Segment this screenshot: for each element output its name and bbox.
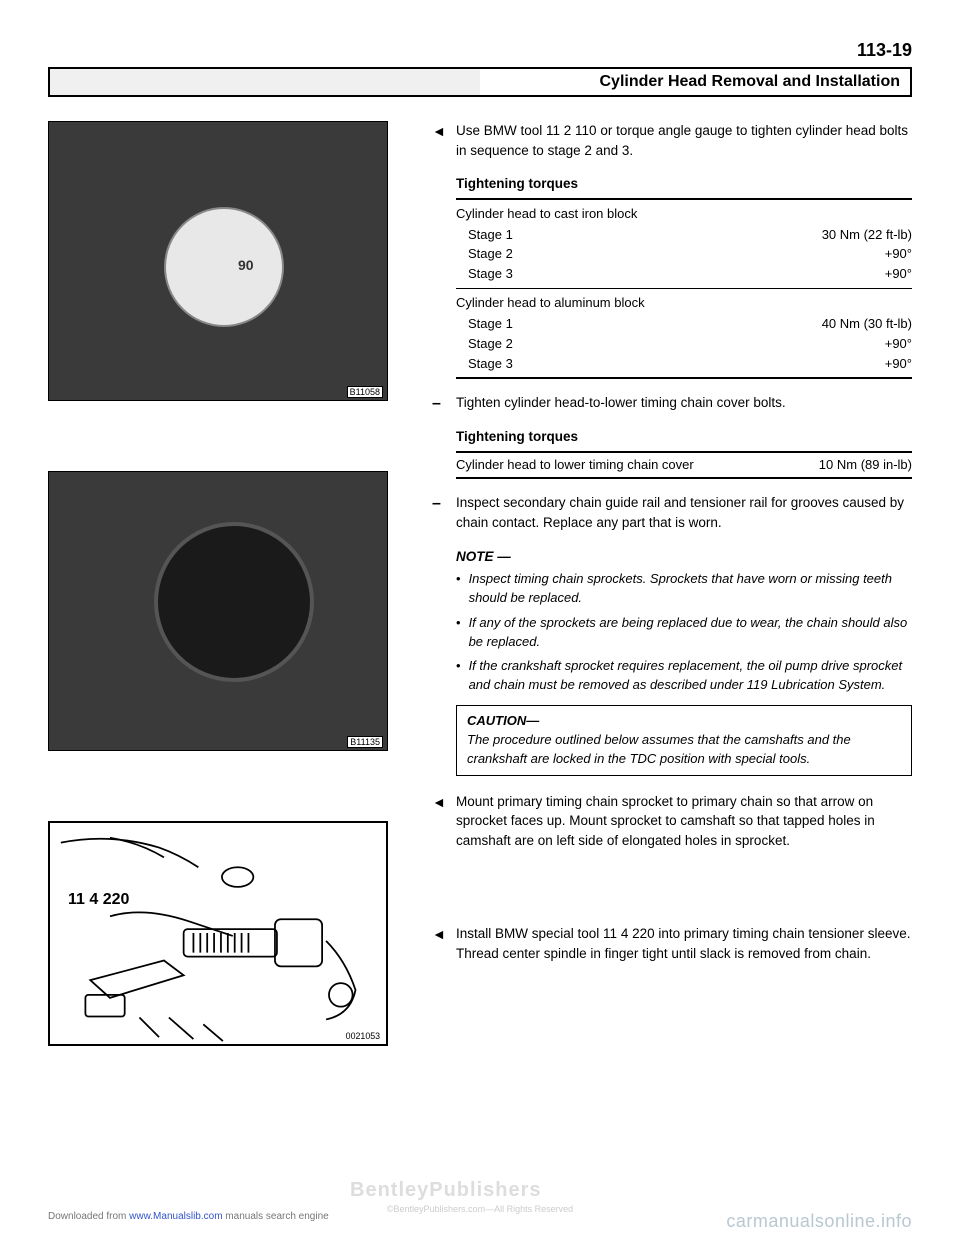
arrow-marker-icon <box>432 792 448 810</box>
torque-table: Cylinder head to cast iron block Stage 1… <box>456 198 912 380</box>
note-item: •If any of the sprockets are being repla… <box>456 614 912 652</box>
publisher-ghost-text: BentleyPublishers <box>350 1179 542 1202</box>
footer-text: Downloaded from <box>48 1211 129 1222</box>
source-link[interactable]: www.Manualslib.com <box>129 1211 222 1222</box>
note-list: •Inspect timing chain sprockets. Sprocke… <box>456 570 912 695</box>
torque-table: Cylinder head to lower timing chain cove… <box>456 451 912 480</box>
photo-torque-gauge: B11058 <box>48 121 388 401</box>
step-text: Mount primary timing chain sprocket to p… <box>456 792 912 851</box>
torque-group: Cylinder head to aluminum block Stage 1 4… <box>456 288 912 377</box>
torque-label: Stage 1 <box>468 315 513 334</box>
torque-row: Stage 1 30 Nm (22 ft-lb) <box>456 226 912 246</box>
torque-row: Cylinder head to lower timing chain cove… <box>456 453 912 478</box>
torque-label: Stage 2 <box>468 245 513 264</box>
text-column: Use BMW tool 11 2 110 or torque angle ga… <box>432 121 912 1046</box>
arrow-marker-icon <box>432 121 448 139</box>
download-source: Downloaded from www.Manualslib.com manua… <box>48 1211 329 1232</box>
tool-illustration: 0021053 <box>50 823 386 1044</box>
main-content: B11058 B11135 11 4 220 <box>48 121 912 1046</box>
step-item: Use BMW tool 11 2 110 or torque angle ga… <box>432 121 912 160</box>
torque-label: Stage 3 <box>468 355 513 374</box>
bullet-icon: • <box>456 570 461 608</box>
torque-value: +90° <box>885 355 912 374</box>
torque-value: 10 Nm (89 in-lb) <box>819 456 912 475</box>
page-number: 113-19 <box>48 40 912 61</box>
torque-value: 30 Nm (22 ft-lb) <box>822 226 912 245</box>
note-text: Inspect timing chain sprockets. Sprocket… <box>469 570 912 608</box>
torque-value: 40 Nm (30 ft-lb) <box>822 315 912 334</box>
note-item: •Inspect timing chain sprockets. Sprocke… <box>456 570 912 608</box>
photo-sprocket: B11135 <box>48 471 388 751</box>
step-text: Inspect secondary chain guide rail and t… <box>456 493 912 532</box>
bullet-icon: • <box>456 657 461 695</box>
step-item: Tighten cylinder head-to-lower timing ch… <box>432 393 912 413</box>
step-item: Install BMW special tool 11 4 220 into p… <box>432 924 912 963</box>
image-column: B11058 B11135 11 4 220 <box>48 121 408 1046</box>
dash-marker-icon <box>432 393 448 412</box>
step-text: Use BMW tool 11 2 110 or torque angle ga… <box>456 121 912 160</box>
step-text: Tighten cylinder head-to-lower timing ch… <box>456 393 912 413</box>
table-heading: Tightening torques <box>456 427 912 447</box>
torque-group: Cylinder head to cast iron block Stage 1… <box>456 200 912 288</box>
torque-label: Stage 1 <box>468 226 513 245</box>
torque-value: +90° <box>885 335 912 354</box>
torque-group-head: Cylinder head to aluminum block <box>456 292 912 315</box>
torque-row: Stage 3 +90° <box>456 355 912 375</box>
tool-diagram: 11 4 220 0021053 <box>48 821 388 1046</box>
arrow-marker-icon <box>432 924 448 942</box>
note-item: •If the crankshaft sprocket requires rep… <box>456 657 912 695</box>
footer-text: manuals search engine <box>223 1211 329 1222</box>
note-heading: NOTE — <box>456 547 912 567</box>
step-item: Mount primary timing chain sprocket to p… <box>432 792 912 851</box>
torque-label: Stage 2 <box>468 335 513 354</box>
step-text: Install BMW special tool 11 4 220 into p… <box>456 924 912 963</box>
torque-row: Stage 3 +90° <box>456 265 912 285</box>
caution-body: The procedure outlined below assumes tha… <box>467 731 901 769</box>
torque-row: Stage 2 +90° <box>456 245 912 265</box>
tool-number-label: 11 4 220 <box>68 891 129 909</box>
torque-row: Stage 2 +90° <box>456 335 912 355</box>
step-item: Inspect secondary chain guide rail and t… <box>432 493 912 532</box>
caution-title: CAUTION— <box>467 712 901 731</box>
photo-ref-label: B11058 <box>347 386 383 398</box>
torque-value: +90° <box>885 265 912 284</box>
diagram-ref-label: 0021053 <box>346 1031 380 1041</box>
sprocket-graphic <box>154 522 314 682</box>
note-text: If any of the sprockets are being replac… <box>469 614 912 652</box>
page-footer: Downloaded from www.Manualslib.com manua… <box>48 1211 912 1232</box>
gauge-dial-graphic <box>164 207 284 327</box>
torque-value: +90° <box>885 245 912 264</box>
caution-box: CAUTION— The procedure outlined below as… <box>456 705 912 776</box>
torque-row: Stage 1 40 Nm (30 ft-lb) <box>456 315 912 335</box>
torque-label: Cylinder head to lower timing chain cove… <box>456 456 694 475</box>
bullet-icon: • <box>456 614 461 652</box>
dash-marker-icon <box>432 493 448 512</box>
torque-label: Stage 3 <box>468 265 513 284</box>
table-heading: Tightening torques <box>456 174 912 194</box>
torque-group-head: Cylinder head to cast iron block <box>456 203 912 226</box>
watermark-text: carmanualsonline.info <box>726 1211 912 1232</box>
photo-ref-label: B11135 <box>347 736 383 748</box>
section-title-bar: Cylinder Head Removal and Installation <box>48 67 912 97</box>
note-text: If the crankshaft sprocket requires repl… <box>469 657 912 695</box>
